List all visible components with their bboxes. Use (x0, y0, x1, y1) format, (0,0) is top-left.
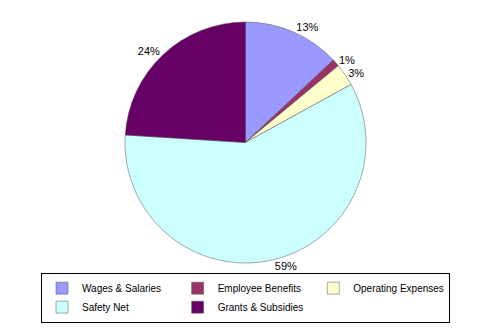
svg-text:Grants & Subsidies: Grants & Subsidies (218, 302, 304, 313)
svg-text:13%: 13% (296, 21, 318, 33)
svg-text:3%: 3% (348, 67, 364, 79)
svg-text:Operating Expenses: Operating Expenses (353, 283, 444, 294)
svg-text:59%: 59% (275, 260, 297, 272)
svg-text:1%: 1% (339, 54, 355, 66)
svg-text:24%: 24% (138, 45, 160, 57)
svg-text:Employee Benefits: Employee Benefits (218, 283, 301, 294)
svg-text:Safety Net: Safety Net (82, 302, 129, 313)
svg-text:Wages & Salaries: Wages & Salaries (82, 283, 161, 294)
